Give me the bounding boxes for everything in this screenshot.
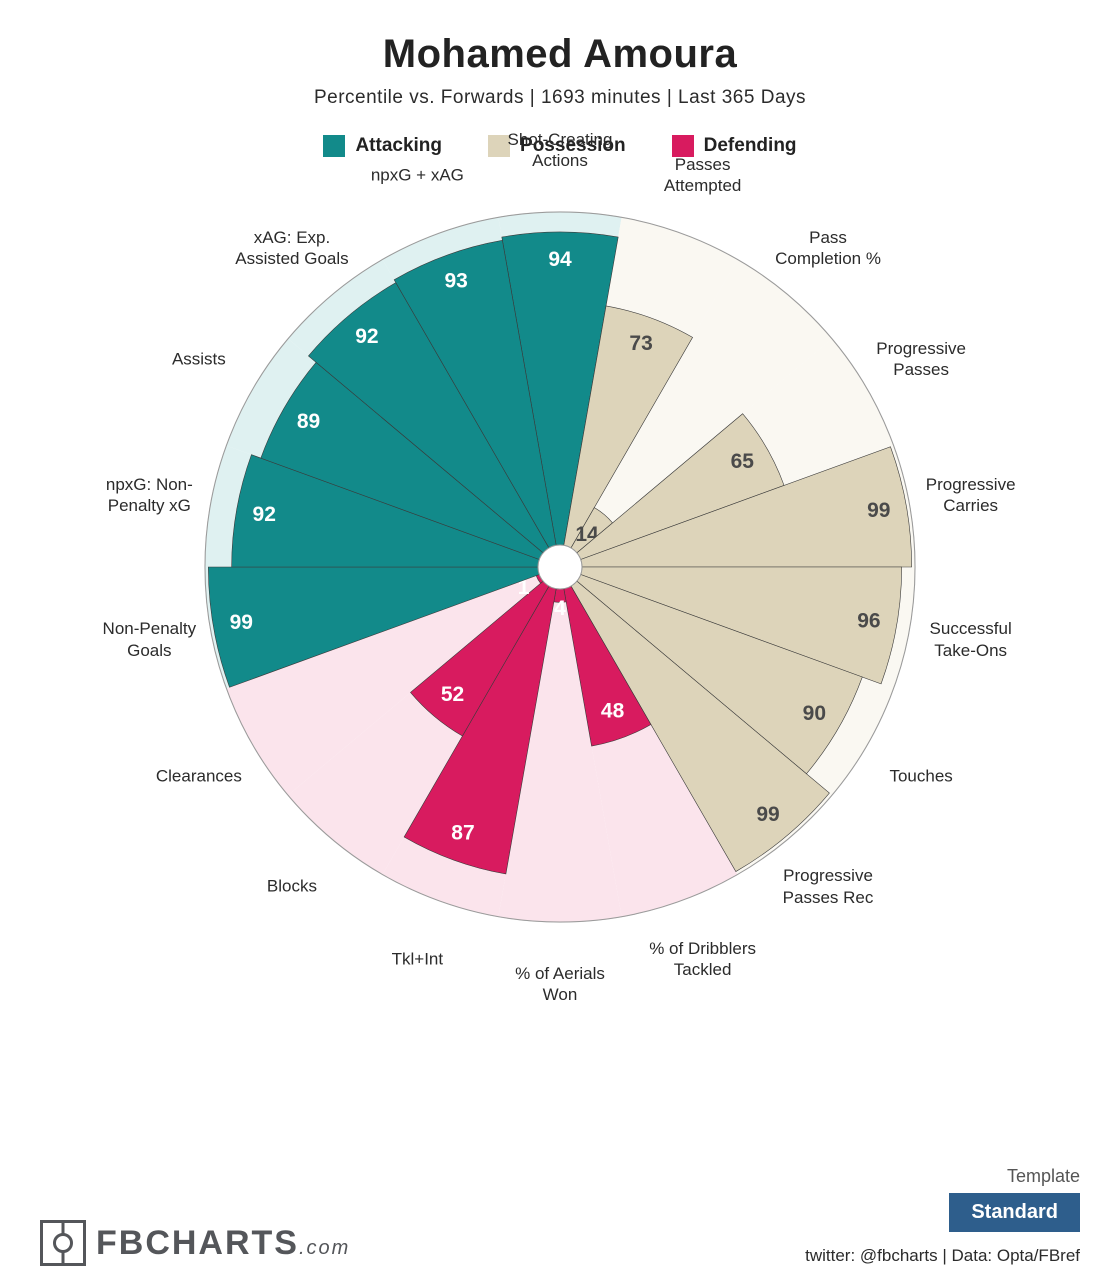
chart-center-hub xyxy=(538,545,582,589)
footer-right: Template Standard twitter: @fbcharts | D… xyxy=(805,1166,1080,1266)
axis-label-4: Progressive Carries xyxy=(896,473,1046,516)
axis-label-14: npxG: Non- Penalty xG xyxy=(74,473,224,516)
segment-value-label-10: 87 xyxy=(451,822,474,845)
segment-value-label-6: 90 xyxy=(803,702,826,725)
brand-block: FBCHARTS.com xyxy=(40,1220,350,1266)
legend-swatch-attacking xyxy=(323,135,345,157)
axis-label-6: Touches xyxy=(846,765,996,786)
segment-value-label-14: 92 xyxy=(253,503,276,526)
axis-label-0: Shot-Creating Actions xyxy=(485,129,635,172)
axis-label-15: Assists xyxy=(124,348,274,369)
segment-value-label-3: 65 xyxy=(731,450,755,473)
axis-label-1: Passes Attempted xyxy=(628,154,778,197)
axis-label-17: npxG + xAG xyxy=(342,165,492,186)
legend-label-attacking: Attacking xyxy=(355,135,442,157)
axis-label-2: Pass Completion % xyxy=(753,226,903,269)
axis-label-13: Non-Penalty Goals xyxy=(74,618,224,661)
footer: FBCHARTS.com Template Standard twitter: … xyxy=(0,1166,1120,1266)
fbcharts-radial-report: Mohamed Amoura Percentile vs. Forwards |… xyxy=(0,0,1120,1280)
fbcharts-logo-icon xyxy=(40,1220,86,1266)
axis-label-5: Successful Take-Ons xyxy=(896,618,1046,661)
axis-label-16: xAG: Exp. Assisted Goals xyxy=(217,226,367,269)
axis-label-8: % of Dribblers Tackled xyxy=(628,938,778,981)
segment-value-label-0: 94 xyxy=(548,248,572,271)
segment-value-label-17: 93 xyxy=(444,270,467,293)
page-title: Mohamed Amoura xyxy=(0,32,1120,77)
segment-value-label-5: 96 xyxy=(857,609,880,632)
axis-label-7: Progressive Passes Rec xyxy=(753,865,903,908)
segment-value-label-1: 73 xyxy=(629,332,652,355)
segment-value-label-7: 99 xyxy=(756,803,779,826)
segment-value-label-13: 99 xyxy=(230,611,253,634)
segment-value-label-4: 99 xyxy=(867,499,890,522)
segment-value-label-15: 89 xyxy=(297,410,320,433)
axis-label-12: Clearances xyxy=(124,765,274,786)
axis-label-10: Tkl+Int xyxy=(342,948,492,969)
template-label: Template xyxy=(1007,1166,1080,1187)
template-badge[interactable]: Standard xyxy=(949,1193,1080,1232)
radial-chart: 94 73 14 65 99 96 90 99 48 4 87 52 1 99 92 89 92 93 Shot-C… xyxy=(0,167,1120,1047)
brand-name: FBCHARTS.com xyxy=(96,1224,350,1263)
data-credit: twitter: @fbcharts | Data: Opta/FBref xyxy=(805,1246,1080,1266)
axis-label-9: % of Aerials Won xyxy=(485,963,635,1006)
segment-value-label-9: 4 xyxy=(554,597,566,620)
segment-value-label-11: 52 xyxy=(441,683,464,706)
page-subtitle: Percentile vs. Forwards | 1693 minutes |… xyxy=(0,87,1120,109)
legend-item-attacking: Attacking xyxy=(323,135,442,157)
segment-value-label-16: 92 xyxy=(355,325,378,348)
segment-value-label-8: 48 xyxy=(601,700,625,723)
axis-label-3: Progressive Passes xyxy=(846,337,996,380)
axis-label-11: Blocks xyxy=(217,876,367,897)
